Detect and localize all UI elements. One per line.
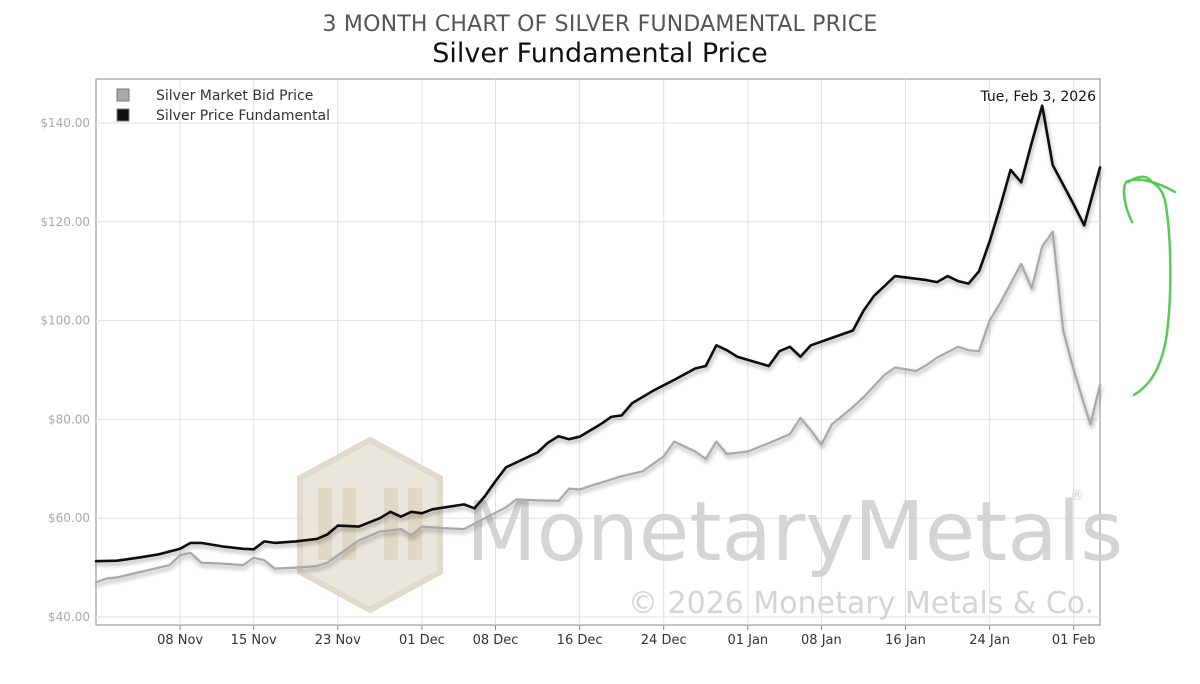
x-tick-label: 08 Nov — [157, 633, 203, 648]
series-lines — [94, 104, 1102, 584]
watermark-brand: MonetaryMetals — [466, 485, 1123, 580]
x-axis: 08 Nov 15 Nov 23 Nov 01 Dec 08 Dec 16 Dec 24 D… — [157, 633, 1095, 648]
x-tick-label: 16 Jan — [885, 633, 926, 648]
watermark-registered: ® — [1070, 488, 1084, 504]
legend-label-market-bid: Silver Market Bid Price — [156, 88, 313, 104]
y-tick-label: $120.00 — [40, 215, 90, 229]
legend-swatch-market-bid — [116, 88, 130, 102]
legend: Silver Market Bid Price Silver Price Fun… — [116, 88, 330, 124]
watermark-copyright: © 2026 Monetary Metals & Co. — [628, 586, 1094, 621]
x-tick-label: 01 Feb — [1052, 633, 1096, 648]
x-tick-label: 01 Dec — [399, 633, 445, 648]
series-line-fundamental — [94, 104, 1102, 563]
x-tick-label: 15 Nov — [231, 633, 277, 648]
x-tick-label: 23 Nov — [315, 633, 361, 648]
x-tick-label: 01 Jan — [727, 633, 768, 648]
watermark: MonetaryMetals ® © 2026 Monetary Metals … — [297, 436, 1123, 621]
legend-swatch-fundamental — [116, 108, 130, 122]
x-tick-label: 24 Jan — [969, 633, 1010, 648]
y-tick-label: $60.00 — [48, 511, 90, 525]
y-tick-label: $40.00 — [48, 610, 90, 624]
y-gridlines — [96, 122, 1100, 618]
y-tick-label: $100.00 — [40, 314, 90, 328]
y-tick-label: $140.00 — [40, 116, 90, 130]
chart-subtitle: 3 MONTH CHART OF SILVER FUNDAMENTAL PRIC… — [322, 12, 878, 37]
x-tick-label: 24 Dec — [641, 633, 687, 648]
y-axis: $40.00 $60.00 $80.00 $100.00 $120.00 $140.00 — [40, 116, 90, 624]
chart-date-label: Tue, Feb 3, 2026 — [980, 89, 1097, 105]
y-tick-label: $80.00 — [48, 412, 90, 426]
chart-title: Silver Fundamental Price — [432, 38, 768, 69]
upward-arrow-annotation-icon — [1122, 175, 1177, 397]
plot-area — [95, 78, 1101, 626]
x-tick-label: 16 Dec — [557, 633, 603, 648]
series-line-market-bid — [94, 230, 1102, 584]
watermark-logo-icon — [297, 436, 443, 614]
x-tick-label: 08 Dec — [473, 633, 519, 648]
legend-label-fundamental: Silver Price Fundamental — [156, 108, 330, 124]
x-tick-label: 08 Jan — [801, 633, 842, 648]
